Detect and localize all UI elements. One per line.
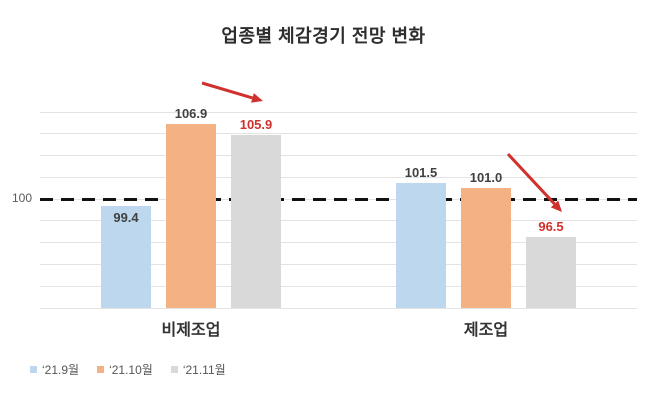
- trend-arrow-line: [201, 81, 253, 100]
- legend-label: ‘21.10월: [109, 363, 153, 377]
- legend-item: ‘21.11월: [170, 361, 226, 378]
- bar-group-1: 99.4 106.9 105.9: [101, 106, 281, 308]
- legend-swatch-icon: [30, 366, 37, 373]
- category-label: 비제조업: [161, 322, 221, 339]
- legend-swatch-icon: [97, 366, 105, 373]
- gridline: [40, 133, 637, 135]
- bar: 96.5: [526, 219, 576, 308]
- gridline: [40, 111, 637, 113]
- reference-line-100: [40, 197, 637, 201]
- gridline: [40, 176, 637, 178]
- plot-area: 99.4 106.9 105.9 101.5 101.0 96.5: [40, 106, 637, 309]
- bar-value-label: 99.4: [113, 209, 139, 225]
- bar-value-label: 106.9: [174, 105, 208, 121]
- bar-value-label: 105.9: [239, 116, 273, 132]
- gridline: [40, 155, 637, 157]
- bar-group-2: 101.5 101.0 96.5: [396, 112, 576, 308]
- gridline: [40, 307, 637, 309]
- bar: 101.5: [396, 165, 446, 308]
- bar: 106.9: [166, 106, 216, 308]
- category-label: 제조업: [463, 322, 509, 339]
- gridline: [40, 263, 637, 265]
- bar-value-label: 101.0: [469, 170, 503, 186]
- bar-value-label: 96.5: [538, 219, 564, 235]
- chart-title: 업종별 체감경기 전망 변화: [221, 26, 426, 46]
- legend-item: ‘21.9월: [30, 361, 79, 378]
- bar-value-label: 101.5: [404, 164, 438, 180]
- y-axis-tick-label: 100: [11, 191, 32, 205]
- bar: 105.9: [231, 117, 281, 308]
- legend: ‘21.9월 ‘21.10월 ‘21.11월: [30, 361, 226, 378]
- gridline: [40, 242, 637, 244]
- legend-swatch-icon: [170, 366, 178, 373]
- legend-label: ‘21.9월: [42, 363, 80, 377]
- bar: 99.4: [101, 205, 151, 308]
- bar: 101.0: [461, 170, 511, 308]
- trend-arrow-head-icon: [251, 93, 263, 103]
- legend-item: ‘21.10월: [97, 361, 153, 378]
- gridline: [40, 285, 637, 287]
- gridline: [40, 220, 637, 222]
- legend-label: ‘21.11월: [182, 363, 226, 377]
